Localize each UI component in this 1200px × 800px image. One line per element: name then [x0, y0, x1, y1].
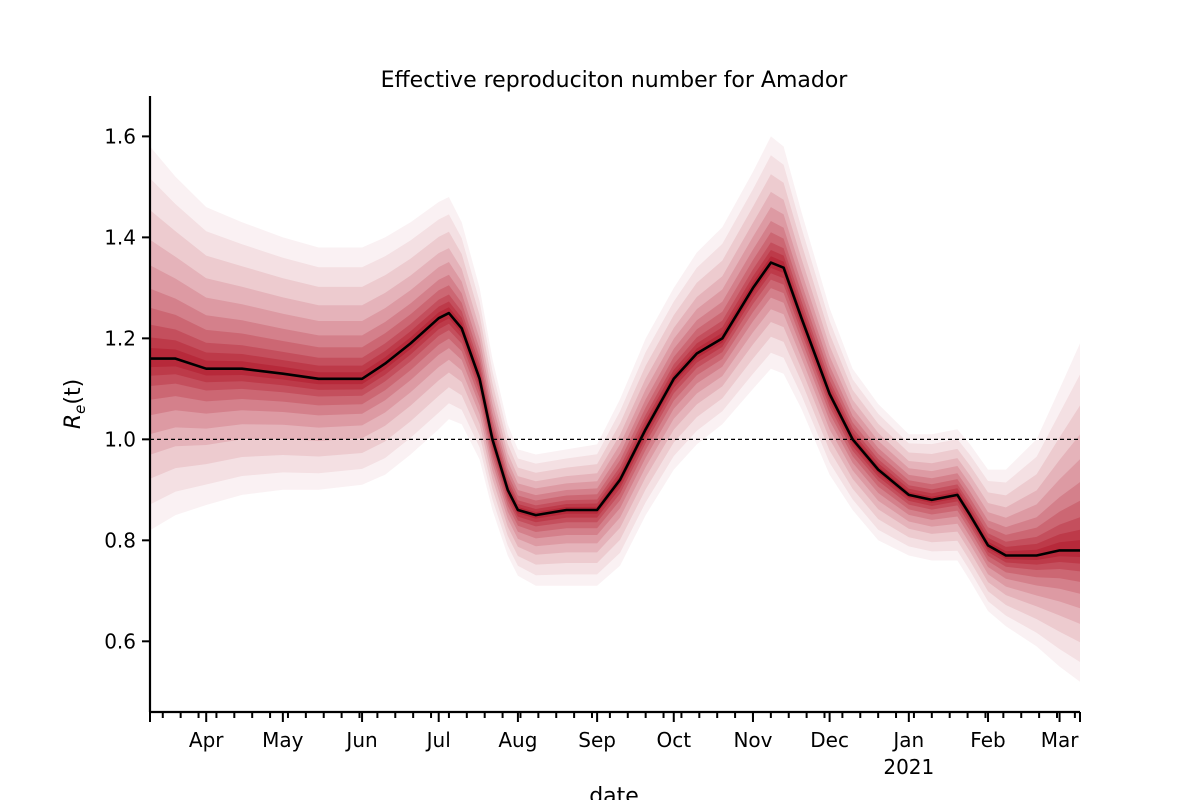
- band-5: [150, 207, 1080, 609]
- x-tick-label-4: Aug: [498, 728, 537, 752]
- band-6: [150, 221, 1080, 594]
- band-4: [150, 191, 1080, 624]
- x-tick-label-8: Dec: [810, 728, 849, 752]
- y-tick-label-1: 0.8: [104, 528, 136, 552]
- x-tick-label-9: Jan: [891, 728, 924, 752]
- x-tick-label-5: Sep: [578, 728, 616, 752]
- y-axis-label: Re(t): [61, 379, 89, 429]
- x-tick-label-6: Oct: [656, 728, 691, 752]
- x-tick-label-2: Jun: [344, 728, 377, 752]
- chart-title: Effective reproduciton number for Amador: [381, 68, 849, 93]
- x-tick-label-10: Feb: [970, 728, 1005, 752]
- uncertainty-bands: [150, 136, 1080, 682]
- x-tick-label-1: May: [262, 728, 304, 752]
- median-line: [150, 261, 1080, 557]
- x-tick-label-7: Nov: [733, 728, 772, 752]
- y-tick-label-5: 1.6: [104, 124, 136, 148]
- y-tick-label-4: 1.4: [104, 225, 136, 249]
- y-ticks: 0.6 0.8 1.0 1.2 1.4 1.6: [104, 124, 150, 653]
- y-tick-label-3: 1.2: [104, 326, 136, 350]
- x-tick-label-11: Mar: [1041, 728, 1080, 752]
- band-8: [150, 242, 1080, 572]
- band-2: [150, 155, 1080, 663]
- band-1: [150, 136, 1080, 682]
- x-axis-label: date: [589, 784, 639, 800]
- x-tick-sublabel-9: 2021: [883, 755, 934, 779]
- x-ticks: Apr May Jun Jul Aug Sep Oct Nov Dec Jan 2021 Feb Mar: [149, 712, 1081, 779]
- x-tick-label-0: Apr: [189, 728, 224, 752]
- y-tick-label-0: 0.6: [104, 629, 136, 653]
- x-tick-label-3: Jul: [425, 728, 451, 752]
- y-tick-label-2: 1.0: [104, 427, 136, 451]
- band-3: [150, 174, 1080, 643]
